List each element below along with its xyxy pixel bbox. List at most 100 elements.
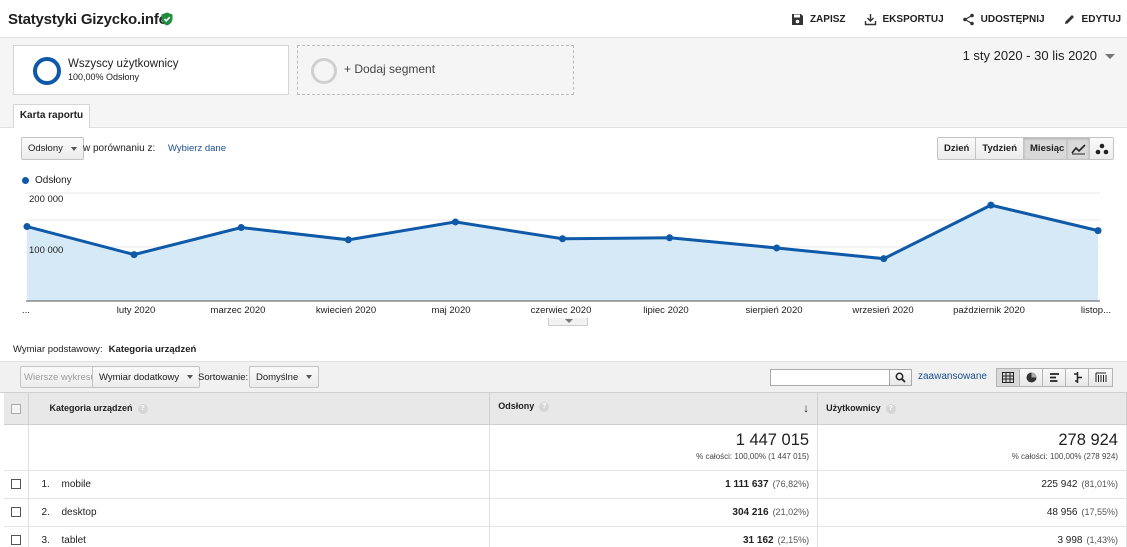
chevron-down-icon bbox=[70, 146, 77, 151]
metric-dropdown-label: Odsłony bbox=[28, 143, 63, 154]
totals-users-cell: 278 924 % całości: 100,00% (278 924) bbox=[817, 424, 1127, 471]
motion-chart-button[interactable] bbox=[1090, 138, 1113, 159]
totals-views-cell: 1 447 015 % całości: 100,00% (1 447 015) bbox=[489, 424, 819, 471]
data-point bbox=[773, 244, 781, 252]
view-performance-button[interactable] bbox=[1043, 369, 1066, 386]
view-pie-button[interactable] bbox=[1020, 369, 1043, 386]
row-index: 2. bbox=[41, 506, 50, 518]
bubble-chart-icon bbox=[1095, 143, 1108, 154]
row-views-pct: (2,15%) bbox=[777, 534, 810, 545]
row-users-cell: 225 942 (81,01%) bbox=[817, 470, 1127, 499]
pageviews-chart: 100 000 200 000... luty 2020 marzec 2020 kwi… bbox=[22, 192, 1111, 316]
row-checkbox[interactable] bbox=[11, 506, 21, 517]
row-checkbox-cell bbox=[4, 498, 30, 527]
empty-segment-ring-icon bbox=[311, 58, 337, 84]
period-week-button[interactable]: Tydzień bbox=[976, 138, 1025, 159]
row-checkbox[interactable] bbox=[11, 534, 21, 545]
table-header-row: Kategoria urządzeń? Odsłony? ↓ Użytkowni… bbox=[4, 393, 1127, 425]
column-header-views[interactable]: Odsłony? ↓ bbox=[489, 393, 819, 425]
add-segment-button[interactable]: + Dodaj segment bbox=[297, 45, 574, 95]
search-button[interactable] bbox=[889, 369, 912, 386]
row-index: 1. bbox=[41, 478, 50, 490]
view-comparison-button[interactable] bbox=[1066, 369, 1089, 386]
table-view-selector bbox=[996, 368, 1113, 387]
row-users-pct: (1,43%) bbox=[1086, 534, 1118, 545]
totals-dimension-cell bbox=[28, 424, 491, 471]
primary-dimension-value[interactable]: Kategoria urządzeń bbox=[108, 344, 197, 355]
save-button[interactable]: ZAPISZ bbox=[791, 13, 846, 26]
column-header-users-label: Użytkownicy bbox=[826, 402, 881, 413]
legend-swatch bbox=[22, 177, 29, 184]
bar-list-icon bbox=[1049, 373, 1059, 382]
help-icon[interactable]: ? bbox=[137, 403, 148, 414]
row-users-value: 48 956 bbox=[1046, 506, 1078, 518]
search-icon bbox=[895, 372, 906, 383]
data-point bbox=[559, 235, 566, 243]
row-views-value: 1 111 637 bbox=[725, 478, 769, 490]
pie-chart-icon bbox=[1026, 372, 1036, 383]
row-dimension-cell: 3. tablet bbox=[28, 526, 491, 547]
x-tick-label: czerwiec 2020 bbox=[531, 305, 592, 316]
row-checkbox-cell bbox=[4, 470, 30, 499]
edit-button[interactable]: EDYTUJ bbox=[1063, 13, 1121, 26]
table-row: 1. mobile 1 111 637 (76,82%) 225 942 (81,01… bbox=[4, 470, 1127, 499]
help-icon[interactable]: ? bbox=[885, 403, 896, 414]
row-views-cell: 1 111 637 (76,82%) bbox=[489, 470, 819, 499]
export-button[interactable]: EKSPORTUJ bbox=[864, 13, 944, 26]
save-label: ZAPISZ bbox=[809, 13, 846, 25]
help-icon[interactable]: ? bbox=[539, 401, 550, 412]
segment-all-users[interactable]: Wszyscy użytkownicy 100,00% Odsłony bbox=[13, 45, 289, 95]
line-chart-button[interactable] bbox=[1067, 138, 1090, 159]
share-button[interactable]: UDOSTĘPNIJ bbox=[962, 13, 1045, 26]
data-point bbox=[1094, 227, 1102, 235]
plot-rows-button[interactable]: Wiersze wykresu bbox=[20, 366, 100, 388]
column-header-dimension[interactable]: Kategoria urządzeń? bbox=[28, 393, 491, 425]
segment-ring-icon bbox=[33, 57, 61, 85]
edit-label: EDYTUJ bbox=[1081, 13, 1121, 25]
row-checkbox-cell bbox=[4, 526, 30, 547]
data-point bbox=[880, 255, 888, 263]
period-selector: Dzień Tydzień Miesiąc bbox=[937, 137, 1072, 160]
totals-views-sub: % całości: 100,00% (1 447 015) bbox=[696, 451, 810, 461]
segment-bar: Wszyscy użytkownicy 100,00% Odsłony + Do… bbox=[0, 38, 1127, 128]
sort-dropdown[interactable]: Domyślne bbox=[249, 366, 320, 388]
row-checkbox[interactable] bbox=[11, 478, 21, 489]
advanced-filter-link[interactable]: zaawansowane bbox=[918, 371, 987, 382]
row-dimension-link[interactable]: tablet bbox=[61, 534, 86, 546]
table-search-input[interactable] bbox=[770, 369, 890, 386]
row-dimension-link[interactable]: desktop bbox=[61, 506, 97, 518]
x-tick-label: marzec 2020 bbox=[211, 305, 266, 316]
row-users-value: 225 942 bbox=[1041, 478, 1078, 490]
chart-collapse-handle[interactable] bbox=[548, 318, 588, 326]
date-range-picker[interactable]: 1 sty 2020 - 30 lis 2020 bbox=[963, 48, 1115, 63]
sort-label: Sortowanie: bbox=[198, 372, 249, 383]
row-users-pct: (17,55%) bbox=[1081, 506, 1118, 517]
report-header: Statystyki Gizycko.info ZAPISZ EKSPORTUJ… bbox=[0, 0, 1127, 38]
row-dimension-link[interactable]: mobile bbox=[61, 478, 91, 490]
download-icon bbox=[864, 13, 876, 25]
comparison-icon bbox=[1073, 372, 1082, 383]
select-all-checkbox[interactable] bbox=[11, 403, 21, 414]
table-toolbar: Wiersze wykresu Wymiar dodatkowy Sortowa… bbox=[0, 361, 1127, 393]
data-point bbox=[987, 201, 995, 209]
period-day-button[interactable]: Dzień bbox=[938, 138, 977, 159]
data-point bbox=[23, 223, 31, 231]
column-header-users[interactable]: Użytkownicy? bbox=[817, 393, 1127, 425]
totals-users-sub: % całości: 100,00% (278 924) bbox=[1011, 451, 1118, 461]
x-tick-label: luty 2020 bbox=[117, 305, 156, 316]
period-month-button[interactable]: Miesiąc bbox=[1024, 138, 1071, 159]
row-users-pct: (81,01%) bbox=[1081, 478, 1118, 489]
view-pivot-button[interactable] bbox=[1089, 369, 1112, 386]
totals-row: 1 447 015 % całości: 100,00% (1 447 015)… bbox=[4, 424, 1127, 471]
x-tick-label: sierpień 2020 bbox=[745, 305, 802, 316]
view-table-button[interactable] bbox=[997, 369, 1020, 386]
tab-report[interactable]: Karta raportu bbox=[13, 104, 90, 128]
export-label: EKSPORTUJ bbox=[882, 13, 944, 25]
legend-label: Odsłony bbox=[35, 175, 72, 186]
y-tick-label: 200 000 bbox=[29, 194, 63, 205]
compare-link[interactable]: Wybierz dane bbox=[168, 143, 226, 154]
chart-legend: Odsłony bbox=[22, 175, 72, 186]
secondary-dimension-dropdown[interactable]: Wymiar dodatkowy bbox=[92, 366, 201, 388]
chevron-down-icon bbox=[306, 375, 313, 379]
metric-dropdown[interactable]: Odsłony bbox=[21, 137, 84, 160]
